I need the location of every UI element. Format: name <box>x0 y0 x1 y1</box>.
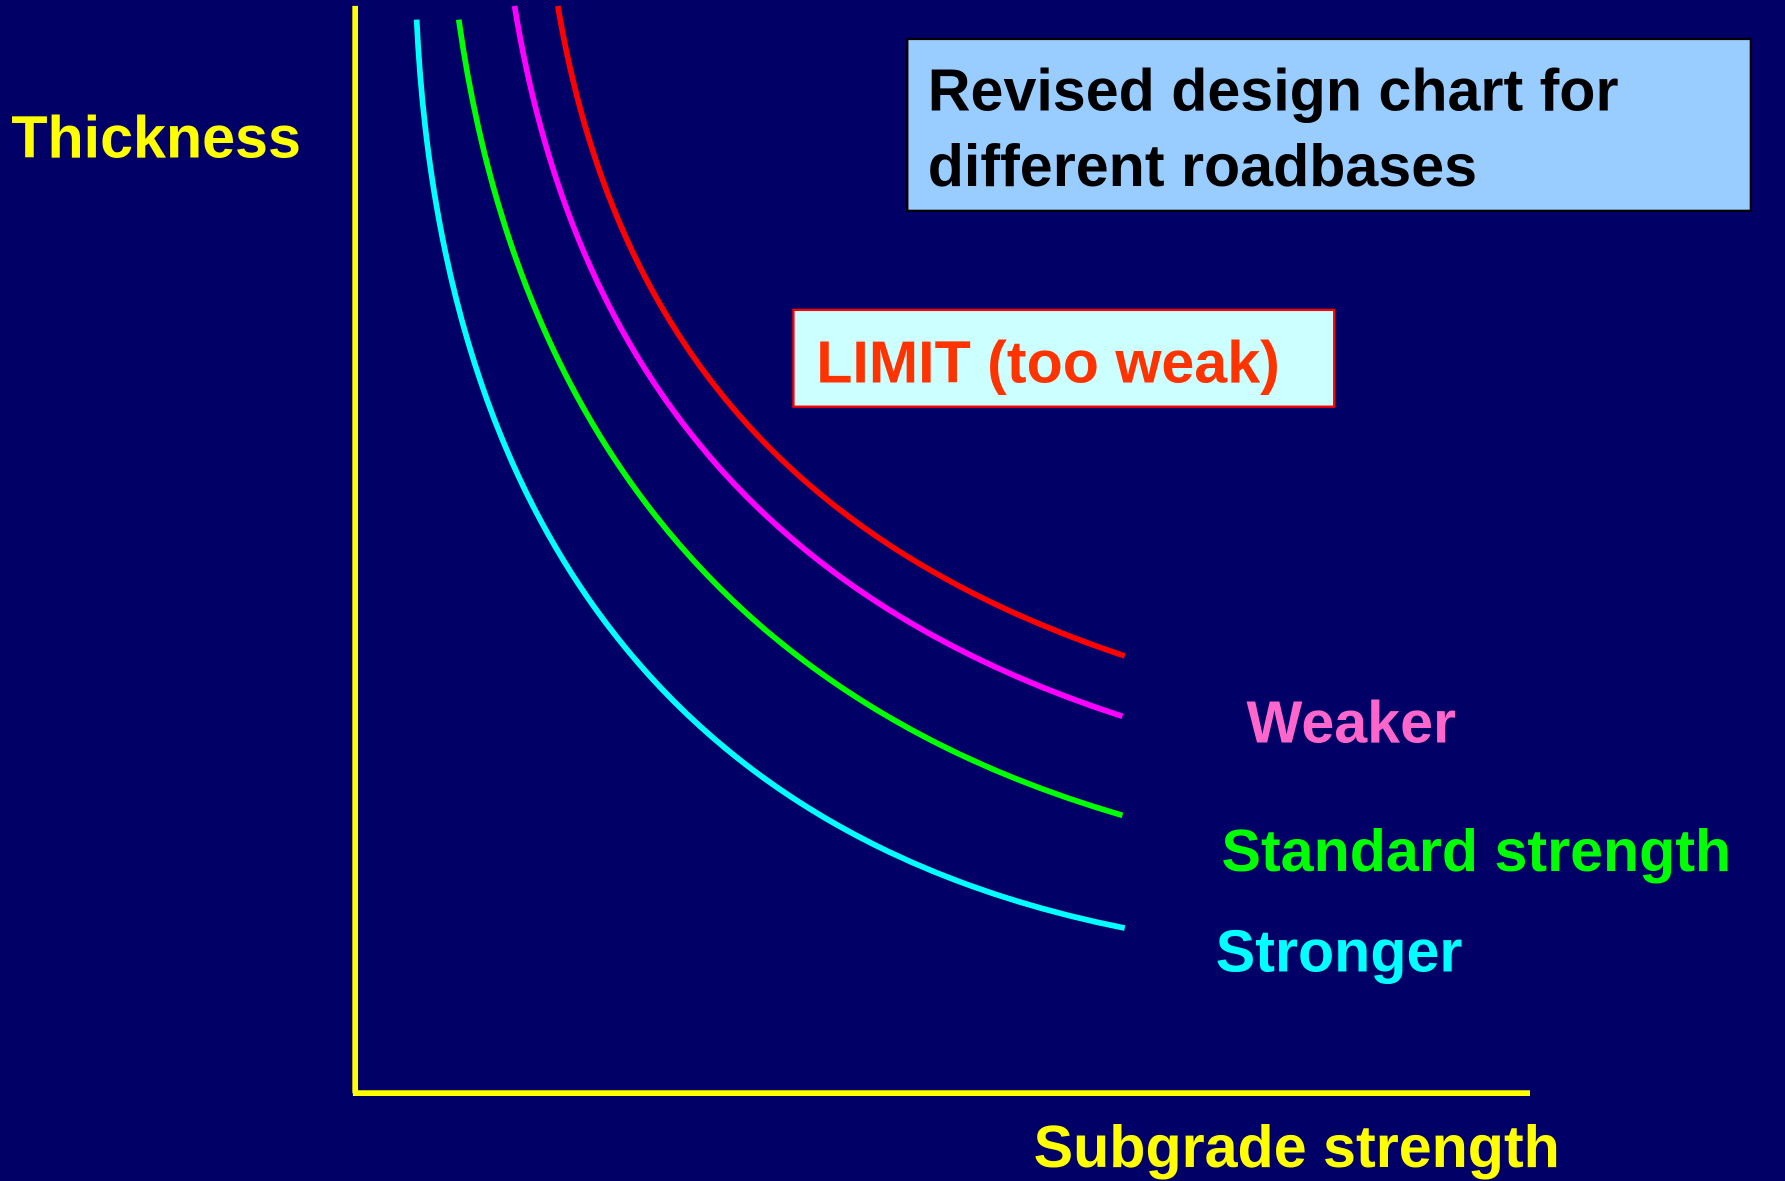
limit-box <box>792 308 1336 408</box>
stronger-label: Stronger <box>1216 917 1463 984</box>
x-axis-label: Subgrade strength <box>1034 1113 1560 1180</box>
standard-curve <box>455 19 1124 819</box>
limit-label: LIMIT (too weak) <box>816 329 1280 396</box>
title-box <box>906 37 1752 212</box>
weaker-curve <box>511 5 1124 719</box>
standard-label: Standard strength <box>1221 817 1731 884</box>
limit-curve <box>555 5 1126 659</box>
title-line: Revised design chart for <box>928 57 1619 124</box>
y-axis-label: Thickness <box>11 103 301 170</box>
stronger-curve <box>413 19 1126 931</box>
weaker-label: Weaker <box>1247 688 1457 755</box>
title-line: different roadbases <box>928 132 1477 199</box>
